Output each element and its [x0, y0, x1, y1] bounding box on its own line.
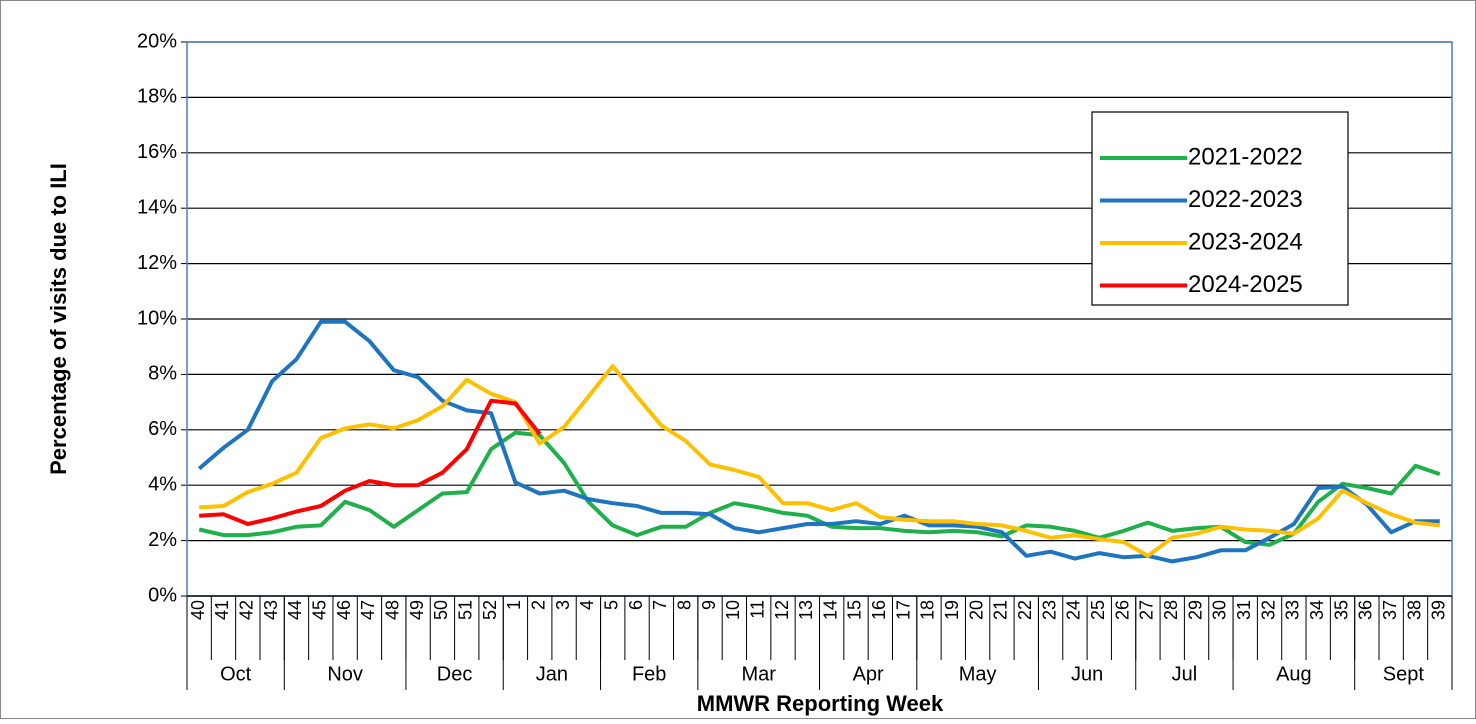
- x-tick-label: 13: [796, 600, 816, 620]
- series-line: [199, 398, 542, 526]
- x-tick-label: 4: [577, 600, 597, 610]
- x-tick-label: 26: [1112, 600, 1132, 620]
- legend-label: 2023-2024: [1188, 228, 1303, 255]
- x-tick-label: 42: [237, 600, 257, 620]
- x-tick-label: 39: [1429, 600, 1449, 620]
- x-tick-label: 44: [285, 600, 305, 620]
- x-tick-label: 2: [528, 600, 548, 610]
- series-line: [197, 319, 1440, 564]
- x-tick-label: 31: [1234, 600, 1254, 620]
- x-tick-label: 36: [1356, 600, 1376, 620]
- y-tick-label: 4%: [148, 473, 177, 495]
- x-tick-label: 46: [334, 600, 354, 620]
- x-tick-label: 10: [723, 600, 743, 620]
- y-tick-label: 20%: [137, 30, 177, 52]
- y-tick-label: 16%: [137, 141, 177, 163]
- month-label: Apr: [853, 663, 884, 685]
- x-tick-label: 23: [1039, 600, 1059, 620]
- series-line: [199, 364, 1441, 558]
- x-tick-label: 35: [1331, 600, 1351, 620]
- x-tick-label: 40: [188, 600, 208, 620]
- month-label: Feb: [632, 663, 666, 685]
- y-tick-label: 14%: [137, 196, 177, 218]
- x-tick-label: 20: [966, 600, 986, 620]
- x-tick-label: 41: [212, 600, 232, 620]
- x-axis-title: MMWR Reporting Week: [697, 691, 944, 716]
- x-tick-label: 30: [1210, 600, 1230, 620]
- x-tick-label: 16: [869, 600, 889, 620]
- x-tick-label: 22: [1015, 600, 1035, 620]
- x-tick-label: 52: [480, 600, 500, 620]
- x-tick-label: 7: [650, 600, 670, 610]
- y-tick-label: 12%: [137, 252, 177, 274]
- x-tick-label: 38: [1404, 600, 1424, 620]
- x-tick-label: 48: [383, 600, 403, 620]
- x-tick-label: 33: [1283, 600, 1303, 620]
- x-tick-label: 6: [626, 600, 646, 610]
- legend-box: [1091, 111, 1349, 306]
- x-tick-label: 14: [820, 600, 840, 620]
- y-tick-label: 10%: [137, 307, 177, 329]
- x-tick-label: 49: [407, 600, 427, 620]
- x-tick-label: 32: [1258, 600, 1278, 620]
- month-label: Mar: [741, 663, 776, 685]
- y-tick-label: 18%: [137, 86, 177, 108]
- x-tick-label: 45: [310, 600, 330, 620]
- x-tick-label: 24: [1064, 600, 1084, 620]
- x-tick-label: 27: [1137, 600, 1157, 620]
- x-tick-label: 3: [553, 600, 573, 610]
- x-tick-label: 18: [918, 600, 938, 620]
- month-label: Jun: [1071, 663, 1103, 685]
- x-tick-label: 37: [1380, 600, 1400, 620]
- legend-label: 2024-2025: [1188, 271, 1303, 298]
- y-tick-label: 6%: [148, 418, 177, 440]
- x-tick-label: 15: [845, 600, 865, 620]
- legend-label: 2021-2022: [1188, 143, 1303, 170]
- x-tick-label: 47: [358, 600, 378, 620]
- x-tick-label: 43: [261, 600, 281, 620]
- x-tick-label: 12: [772, 600, 792, 620]
- month-label: Jul: [1172, 663, 1198, 685]
- series-line: [198, 430, 1441, 547]
- y-tick-label: 0%: [148, 584, 177, 606]
- y-axis-title: Percentage of visits due to ILI: [46, 163, 71, 475]
- y-tick-label: 2%: [148, 529, 177, 551]
- y-tick-label: 8%: [148, 363, 177, 385]
- x-tick-label: 25: [1088, 600, 1108, 620]
- x-tick-label: 17: [893, 600, 913, 620]
- month-label: May: [959, 663, 997, 685]
- x-tick-label: 28: [1161, 600, 1181, 620]
- x-tick-label: 51: [456, 600, 476, 620]
- month-label: Dec: [437, 663, 473, 685]
- x-tick-label: 1: [504, 600, 524, 610]
- x-tick-label: 50: [431, 600, 451, 620]
- month-label: Nov: [327, 663, 363, 685]
- x-tick-label: 19: [942, 600, 962, 620]
- x-tick-label: 29: [1185, 600, 1205, 620]
- x-tick-label: 34: [1307, 600, 1327, 620]
- x-tick-label: 11: [747, 600, 767, 619]
- month-label: Oct: [220, 663, 252, 685]
- x-tick-label: 8: [674, 600, 694, 610]
- month-label: Jan: [536, 663, 568, 685]
- legend-label: 2022-2023: [1188, 186, 1303, 213]
- x-tick-label: 21: [991, 600, 1011, 620]
- month-label: Aug: [1276, 663, 1312, 685]
- x-tick-label: 9: [699, 600, 719, 610]
- x-tick-label: 5: [601, 600, 621, 610]
- month-label: Sept: [1383, 663, 1425, 685]
